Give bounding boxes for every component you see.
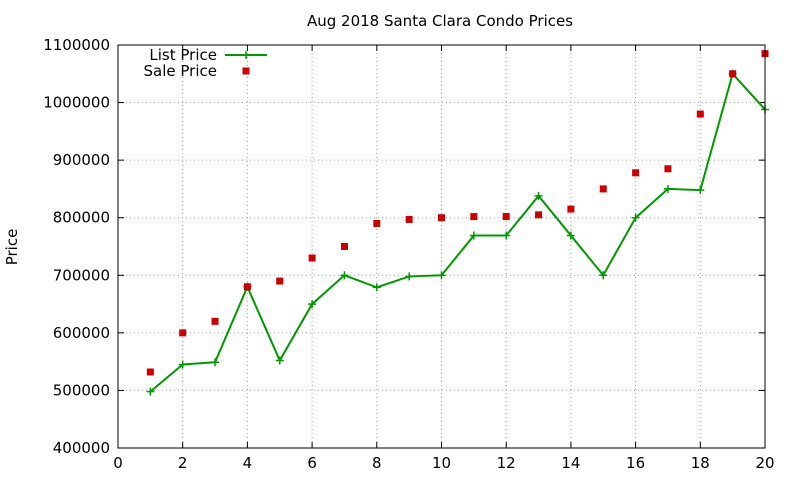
y-tick-label: 700000 xyxy=(53,266,110,284)
x-tick-label: 20 xyxy=(755,454,774,472)
x-tick-label: 0 xyxy=(113,454,123,472)
legend-entry: Sale Price xyxy=(144,62,250,80)
series-list-price xyxy=(146,69,769,396)
y-tick-label: 1000000 xyxy=(43,94,110,112)
list-price-point xyxy=(146,387,155,396)
sale-price-point xyxy=(567,205,575,213)
sale-price-point xyxy=(664,165,672,173)
sale-price-point xyxy=(535,211,543,219)
sale-price-point xyxy=(146,368,154,376)
sale-price-point xyxy=(405,215,413,223)
sale-price-point xyxy=(211,317,219,325)
list-price-line xyxy=(149,71,766,393)
list-price-point xyxy=(437,271,446,280)
y-tick-label: 1100000 xyxy=(43,36,110,54)
sale-price-point xyxy=(729,70,737,78)
legend-swatch-marker xyxy=(242,51,250,59)
sale-price-point xyxy=(599,185,607,193)
list-price-point xyxy=(340,271,349,280)
list-price-point xyxy=(663,184,672,193)
list-price-point xyxy=(405,272,414,281)
list-price-point xyxy=(275,356,284,365)
plot-frame xyxy=(117,44,766,449)
series-layer xyxy=(146,50,769,396)
sale-price-point xyxy=(179,329,187,337)
x-tick-label: 4 xyxy=(243,454,253,472)
sale-price-point xyxy=(438,214,445,222)
series-sale-price xyxy=(146,50,769,376)
list-price-point xyxy=(372,283,381,292)
y-axis-label: Price xyxy=(3,229,21,266)
chart-title: Aug 2018 Santa Clara Condo Prices xyxy=(307,12,573,30)
list-price-point xyxy=(308,300,317,309)
legend-label: List Price xyxy=(149,46,217,64)
list-price-point xyxy=(502,231,511,240)
tick-labels: 400000 500000 600000 700000 800000 900000 1000… xyxy=(43,36,774,472)
x-tick-label: 8 xyxy=(372,454,382,472)
sale-price-point xyxy=(340,243,348,250)
sale-price-point xyxy=(373,219,381,227)
legend-entry: List Price xyxy=(149,46,267,64)
x-tick-label: 16 xyxy=(626,454,645,472)
sale-price-point xyxy=(243,283,251,291)
x-tick-label: 10 xyxy=(432,454,451,472)
y-tick-label: 400000 xyxy=(53,439,110,457)
x-tick-label: 12 xyxy=(497,454,516,472)
x-tick-label: 14 xyxy=(561,454,580,472)
sale-price-point xyxy=(696,110,704,118)
list-price-point xyxy=(469,231,478,240)
sale-price-point xyxy=(308,254,316,262)
y-tick-label: 500000 xyxy=(53,381,110,399)
legend-label: Sale Price xyxy=(144,62,217,80)
x-tick-label: 2 xyxy=(178,454,188,472)
sale-price-point xyxy=(470,213,478,221)
list-price-point xyxy=(599,271,608,280)
list-price-point xyxy=(566,231,575,240)
legend-swatch-marker xyxy=(242,67,250,75)
grid xyxy=(118,45,765,448)
sale-price-point xyxy=(276,277,284,285)
sale-price-point xyxy=(632,169,640,177)
list-price-point xyxy=(211,358,220,367)
sale-price-point xyxy=(502,213,510,221)
y-tick-label: 800000 xyxy=(53,209,110,227)
list-price-point xyxy=(534,191,543,200)
list-price-point xyxy=(631,213,640,222)
y-tick-label: 600000 xyxy=(53,324,110,342)
list-price-point xyxy=(178,360,187,369)
x-tick-label: 18 xyxy=(691,454,710,472)
x-tick-label: 6 xyxy=(307,454,317,472)
y-tick-label: 900000 xyxy=(53,151,110,169)
list-price-point xyxy=(696,186,705,195)
